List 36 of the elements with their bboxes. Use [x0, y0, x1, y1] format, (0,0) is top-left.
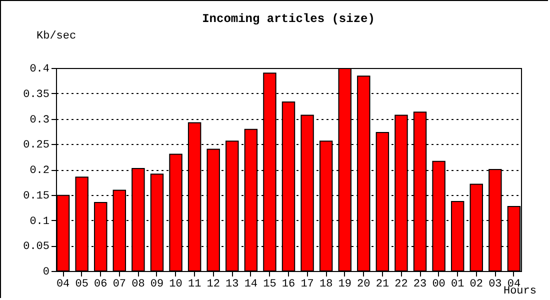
y-tick-label: 0.05 — [23, 241, 50, 254]
y-tick-label: 0.1 — [30, 216, 50, 228]
x-tick-label: 22 — [394, 278, 408, 290]
x-tick-label: 04 — [56, 278, 70, 290]
y-tick-label: 0.15 — [23, 190, 50, 202]
x-tick-label: 14 — [244, 278, 258, 290]
x-tick-label: 02 — [470, 278, 483, 290]
x-tick-label: 06 — [94, 278, 108, 290]
x-tick-label: 05 — [75, 278, 88, 290]
y-tick-label: 0.35 — [23, 88, 50, 101]
x-tick-label: 15 — [263, 278, 276, 290]
x-axis-title: Hours — [503, 286, 536, 298]
chart-title: Incoming articles (size) — [202, 12, 375, 26]
x-tick-label: 13 — [226, 278, 239, 290]
x-tick-label: 09 — [150, 278, 164, 290]
x-tick-label: 16 — [282, 278, 296, 290]
x-tick-label: 01 — [450, 278, 465, 290]
x-tick-label: 08 — [132, 278, 145, 290]
x-tick-label: 21 — [376, 278, 390, 290]
x-tick-label: 10 — [169, 278, 182, 290]
y-tick-label: 0.3 — [30, 114, 50, 126]
x-tick-label: 23 — [413, 278, 427, 290]
x-tick-label: 07 — [112, 278, 126, 290]
y-tick-label: 0.2 — [30, 165, 50, 177]
y-tick-label: 0.4 — [30, 64, 50, 76]
y-axis-title: Kb/sec — [36, 30, 76, 42]
x-tick-label: 18 — [319, 278, 333, 290]
x-tick-label: 20 — [357, 278, 370, 290]
x-tick-label: 19 — [338, 278, 352, 290]
y-tick-label: 0.25 — [23, 140, 50, 152]
x-tick-label: 03 — [488, 278, 502, 290]
x-tick-label: 11 — [188, 278, 202, 290]
y-tick-label: 0 — [42, 266, 50, 278]
x-tick-label: 12 — [206, 278, 220, 290]
x-tick-label: 00 — [432, 278, 446, 290]
x-tick-label: 17 — [300, 278, 314, 290]
